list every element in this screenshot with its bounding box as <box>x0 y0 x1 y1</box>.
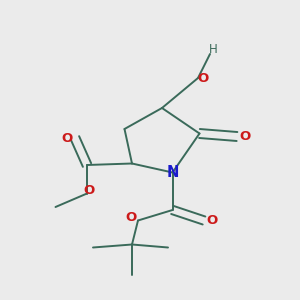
Text: O: O <box>206 214 217 227</box>
Text: O: O <box>83 184 94 197</box>
Text: O: O <box>126 211 137 224</box>
Text: O: O <box>198 71 209 85</box>
Text: O: O <box>62 131 73 145</box>
Text: H: H <box>209 43 218 56</box>
Text: N: N <box>166 165 179 180</box>
Text: O: O <box>239 130 250 143</box>
